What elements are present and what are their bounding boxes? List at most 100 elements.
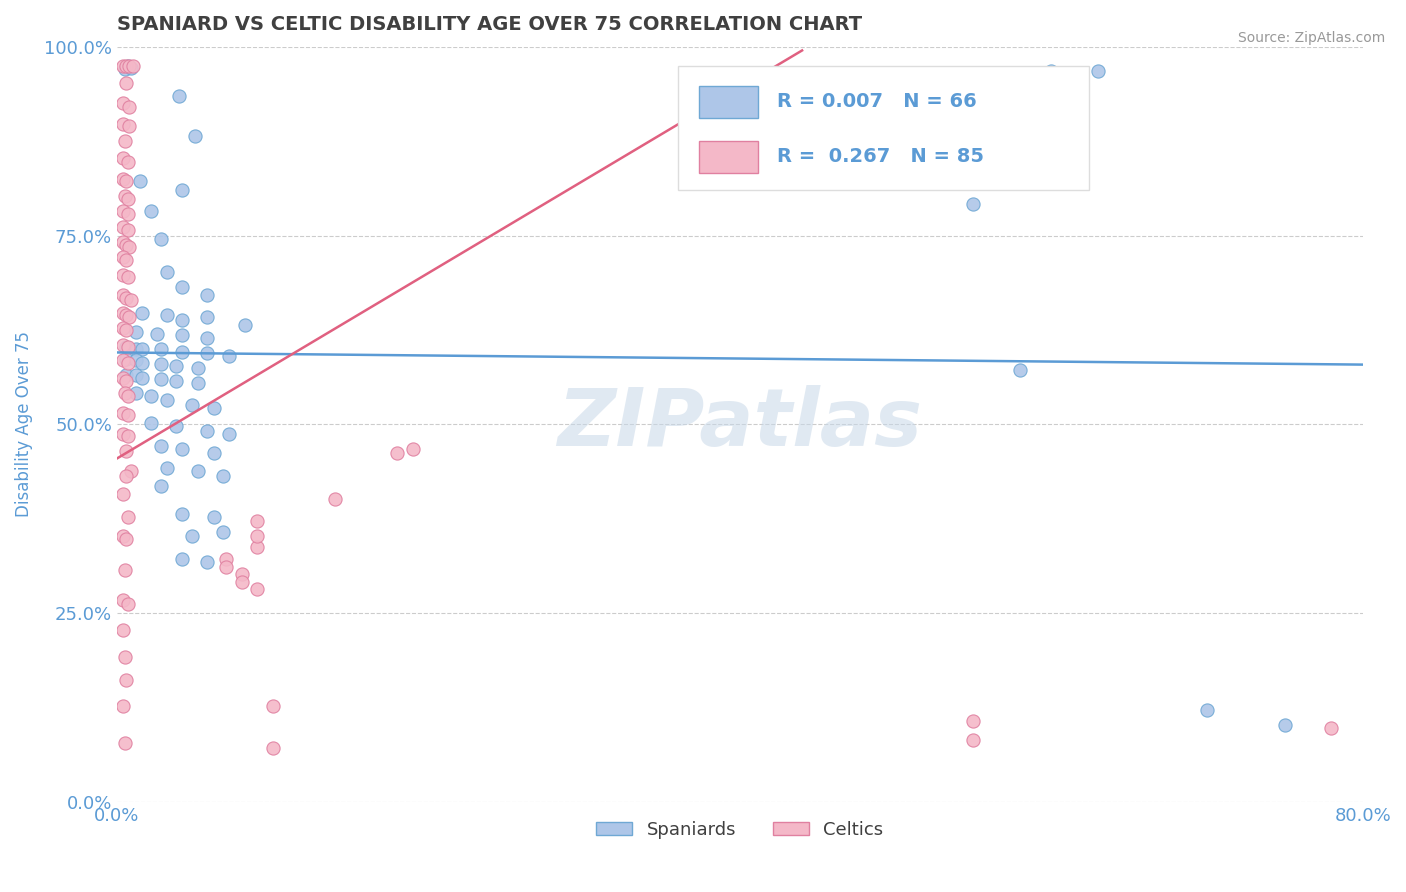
- Point: [115, 58, 138, 72]
- Point: [115, 174, 138, 188]
- Point: [115, 374, 138, 388]
- Point: [117, 340, 139, 354]
- Point: [124, 342, 146, 356]
- Point: [156, 461, 179, 475]
- Point: [131, 370, 153, 384]
- Point: [129, 174, 152, 188]
- Point: [1320, 721, 1343, 735]
- Point: [262, 740, 284, 755]
- Point: [117, 192, 139, 206]
- Point: [131, 355, 153, 369]
- FancyBboxPatch shape: [699, 141, 758, 173]
- Point: [115, 352, 138, 367]
- Point: [112, 219, 135, 234]
- Point: [117, 355, 139, 369]
- Point: [118, 310, 141, 325]
- Point: [114, 134, 136, 148]
- Point: [195, 287, 218, 301]
- Point: [962, 714, 984, 728]
- Point: [131, 342, 153, 356]
- Text: Source: ZipAtlas.com: Source: ZipAtlas.com: [1237, 31, 1385, 45]
- Point: [1010, 363, 1032, 377]
- Point: [112, 592, 135, 607]
- Point: [246, 582, 269, 597]
- Point: [118, 240, 141, 254]
- Point: [112, 96, 135, 111]
- Point: [118, 119, 141, 133]
- Point: [131, 305, 153, 319]
- Point: [120, 61, 142, 75]
- Point: [172, 183, 194, 197]
- Point: [962, 733, 984, 747]
- Point: [262, 698, 284, 713]
- Point: [124, 326, 146, 340]
- Point: [1071, 136, 1094, 151]
- Point: [212, 468, 235, 483]
- Point: [246, 529, 269, 543]
- Point: [117, 597, 139, 611]
- Point: [184, 128, 207, 143]
- Point: [172, 552, 194, 566]
- Point: [156, 393, 179, 408]
- Point: [218, 350, 240, 364]
- Point: [195, 310, 218, 325]
- FancyBboxPatch shape: [699, 86, 758, 118]
- Point: [112, 58, 135, 72]
- Point: [114, 189, 136, 203]
- Point: [112, 305, 135, 319]
- Point: [215, 552, 238, 566]
- Point: [149, 357, 172, 371]
- Point: [156, 265, 179, 279]
- Point: [117, 389, 139, 403]
- Point: [120, 464, 142, 478]
- Point: [114, 62, 136, 77]
- Point: [112, 406, 135, 420]
- Point: [187, 360, 209, 375]
- Y-axis label: Disability Age Over 75: Disability Age Over 75: [15, 332, 32, 517]
- Point: [202, 509, 225, 524]
- Point: [115, 368, 138, 382]
- Point: [121, 58, 143, 72]
- Point: [387, 446, 409, 460]
- Point: [112, 117, 135, 131]
- Point: [114, 563, 136, 577]
- Point: [149, 372, 172, 386]
- Point: [141, 416, 163, 430]
- Point: [172, 442, 194, 456]
- FancyBboxPatch shape: [678, 65, 1088, 190]
- Point: [124, 368, 146, 383]
- Point: [172, 507, 194, 521]
- Point: [141, 204, 163, 219]
- Point: [112, 320, 135, 334]
- Point: [218, 426, 240, 441]
- Point: [112, 250, 135, 264]
- Point: [246, 540, 269, 554]
- Point: [112, 172, 135, 186]
- Point: [165, 359, 187, 373]
- Point: [112, 287, 135, 301]
- Point: [1087, 63, 1109, 78]
- Text: SPANIARD VS CELTIC DISABILITY AGE OVER 75 CORRELATION CHART: SPANIARD VS CELTIC DISABILITY AGE OVER 7…: [117, 15, 862, 34]
- Point: [149, 439, 172, 453]
- Point: [231, 567, 253, 582]
- Point: [117, 429, 139, 443]
- Point: [146, 326, 169, 341]
- Point: [117, 154, 139, 169]
- Point: [112, 623, 135, 637]
- Point: [117, 207, 139, 221]
- Point: [115, 252, 138, 267]
- Point: [167, 88, 190, 103]
- Point: [117, 270, 139, 285]
- Point: [114, 736, 136, 750]
- Point: [115, 340, 138, 354]
- Point: [212, 524, 235, 539]
- Point: [115, 76, 138, 90]
- Point: [115, 533, 138, 547]
- Point: [112, 698, 135, 713]
- Text: R =  0.267   N = 85: R = 0.267 N = 85: [778, 146, 984, 166]
- Point: [195, 555, 218, 569]
- Point: [402, 442, 425, 456]
- Point: [1274, 718, 1296, 732]
- Point: [187, 376, 209, 390]
- Point: [172, 345, 194, 359]
